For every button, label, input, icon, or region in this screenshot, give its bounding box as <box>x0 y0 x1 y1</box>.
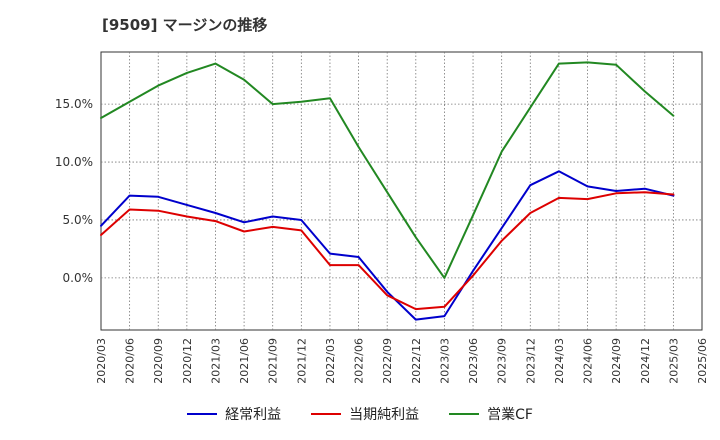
y-tick-label: 0.0% <box>63 271 94 285</box>
x-tick-label: 2025/03 <box>667 338 680 384</box>
x-tick-label: 2023/09 <box>496 338 509 384</box>
x-tick-label: 2020/09 <box>152 338 165 384</box>
x-tick-label: 2021/03 <box>209 338 222 384</box>
series-line-1 <box>100 191 675 311</box>
plot-frame <box>100 51 703 331</box>
x-tick-label: 2022/03 <box>324 338 337 384</box>
x-tick-label: 2020/03 <box>95 338 108 384</box>
legend-swatch-operating-cf <box>449 413 480 415</box>
legend-label-operating-cf: 営業CF <box>487 407 533 423</box>
x-tick-label: 2022/06 <box>353 338 366 384</box>
legend-item-net-income: 当期純利益 <box>311 404 419 424</box>
x-tick-label: 2023/12 <box>524 338 537 384</box>
x-tick-label: 2020/12 <box>181 338 194 384</box>
x-tick-label: 2024/06 <box>582 338 595 384</box>
x-tick-label: 2024/03 <box>553 338 566 384</box>
legend-swatch-ordinary-profit <box>187 413 218 415</box>
x-tick-label: 2023/06 <box>467 338 480 384</box>
legend-label-net-income: 当期純利益 <box>349 407 420 423</box>
chart-title: [9509] マージンの推移 <box>102 16 268 34</box>
legend-item-operating-cf: 営業CF <box>449 404 533 424</box>
x-tick-label: 2021/06 <box>238 338 251 384</box>
y-tick-label: 5.0% <box>63 213 94 227</box>
series-line-2 <box>100 61 675 279</box>
series-line-0 <box>100 170 675 321</box>
x-tick-label: 2021/09 <box>267 338 280 384</box>
x-tick-label: 2020/06 <box>124 338 137 384</box>
x-tick-label: 2024/09 <box>610 338 623 384</box>
legend-label-ordinary-profit: 経常利益 <box>225 407 282 423</box>
x-tick-label: 2022/09 <box>381 338 394 384</box>
legend-swatch-net-income <box>311 413 342 415</box>
x-tick-label: 2024/12 <box>639 338 652 384</box>
legend: 経常利益 当期純利益 営業CF <box>0 404 720 424</box>
legend-item-ordinary-profit: 経常利益 <box>187 404 281 424</box>
x-tick-label: 2023/03 <box>438 338 451 384</box>
y-tick-label: 15.0% <box>55 97 93 111</box>
y-tick-label: 10.0% <box>55 155 93 169</box>
x-tick-label: 2025/06 <box>696 338 709 384</box>
x-tick-label: 2022/12 <box>410 338 423 384</box>
x-tick-label: 2021/12 <box>295 338 308 384</box>
